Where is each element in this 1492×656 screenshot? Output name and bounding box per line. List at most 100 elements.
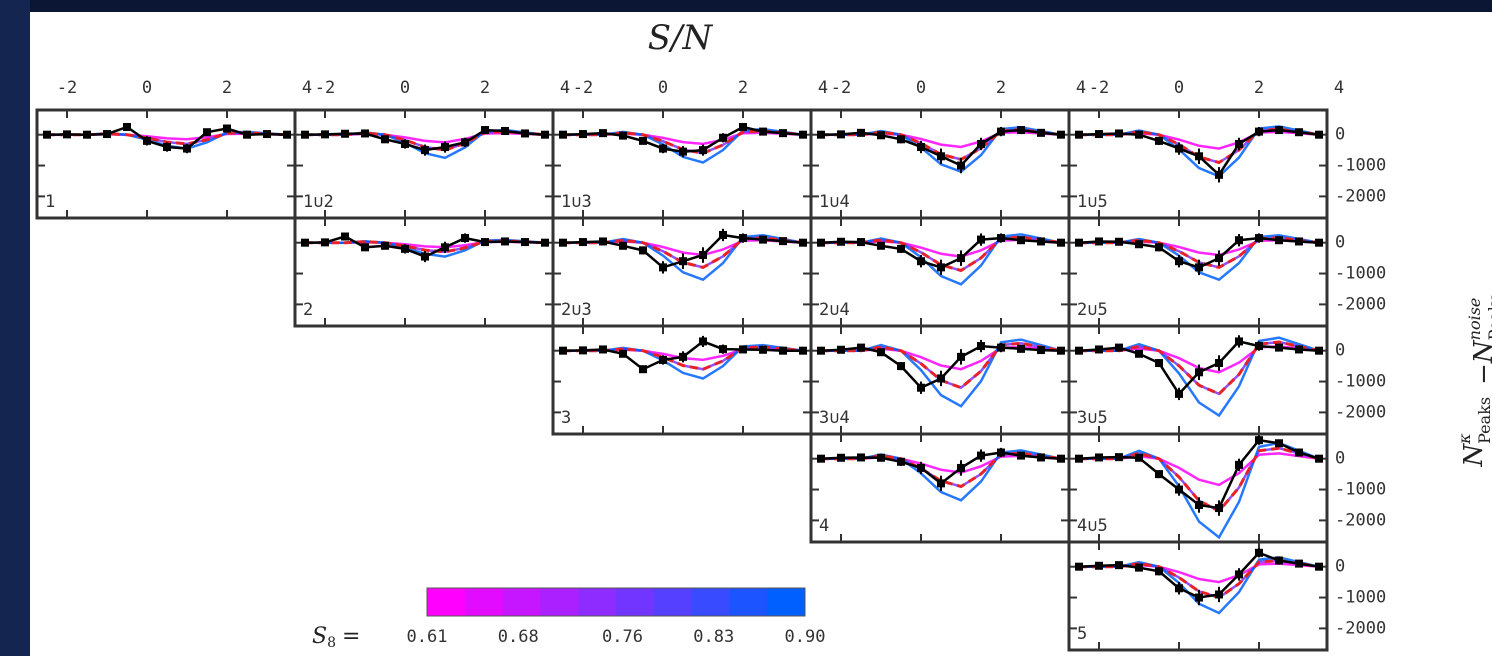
observed-point [481, 126, 489, 134]
observed-point [699, 251, 707, 259]
observed-point [1135, 564, 1143, 572]
observed-point [1255, 436, 1263, 444]
observed-point [541, 239, 549, 247]
panel-label: 2∪5 [1077, 300, 1108, 320]
observed-point [1295, 128, 1303, 136]
y-title-sup: noise [1465, 298, 1484, 341]
observed-point [877, 348, 885, 356]
observed-point [679, 353, 687, 361]
colorbar-tick-label: 0.90 [785, 627, 826, 647]
observed-point [977, 342, 985, 350]
observed-point [381, 135, 389, 143]
observed-point [857, 129, 865, 137]
observed-point [1275, 126, 1283, 134]
observed-point [759, 236, 767, 244]
y-tick-label: -1000 [1335, 264, 1386, 284]
y-tick-label: -1000 [1335, 588, 1386, 608]
observed-point [837, 238, 845, 246]
colorbar-label-sub: 8 [327, 635, 336, 651]
observed-point [1155, 567, 1163, 575]
y-tick-label: -2000 [1335, 294, 1386, 314]
y-tick-label: -2000 [1335, 186, 1386, 206]
observed-point [123, 123, 131, 131]
observed-point [739, 123, 747, 131]
observed-point [1095, 453, 1103, 461]
observed-point [937, 374, 945, 382]
observed-point [619, 350, 627, 358]
observed-point [1017, 236, 1025, 244]
observed-point [877, 454, 885, 462]
observed-point [1195, 501, 1203, 509]
observed-point [1275, 439, 1283, 447]
observed-point [719, 134, 727, 142]
observed-point [1135, 240, 1143, 248]
x-tick-label: 2 [996, 78, 1006, 98]
observed-point [1295, 449, 1303, 457]
observed-point [719, 231, 727, 239]
observed-point [1315, 563, 1323, 571]
colorbar-step [654, 588, 692, 616]
observed-point [1135, 350, 1143, 358]
observed-point [341, 233, 349, 241]
observed-point [897, 245, 905, 253]
observed-point [739, 345, 747, 353]
colorbar-tick-label: 0.61 [407, 627, 448, 647]
observed-point [977, 452, 985, 460]
observed-point [521, 238, 529, 246]
observed-point [541, 131, 549, 139]
x-tick-label: 0 [142, 78, 152, 98]
colorbar-step [767, 588, 805, 616]
x-tick-label: 2 [480, 78, 490, 98]
observed-point [1275, 236, 1283, 244]
x-tick-label: 2 [1254, 78, 1264, 98]
observed-point [619, 132, 627, 140]
x-tick-label: 4 [1076, 78, 1086, 98]
observed-point [461, 234, 469, 242]
observed-point [579, 130, 587, 138]
page: S/N 1-20241∪2-20241∪3-20241∪4-20241∪5-20… [0, 0, 1492, 656]
colorbar-tick-label: 0.76 [602, 627, 643, 647]
observed-point [1315, 455, 1323, 463]
observed-point [917, 257, 925, 265]
observed-point [1017, 126, 1025, 134]
observed-point [1215, 254, 1223, 262]
observed-point [1037, 453, 1045, 461]
observed-point [579, 346, 587, 354]
observed-point [1095, 562, 1103, 570]
observed-point [599, 345, 607, 353]
observed-point [1095, 130, 1103, 138]
observed-point [1115, 129, 1123, 137]
y-title-sup: κ [1455, 433, 1474, 445]
observed-point [361, 243, 369, 251]
colorbar-step [540, 588, 578, 616]
backdrop [0, 0, 30, 656]
observed-point [83, 131, 91, 139]
panel-label: 2 [303, 300, 313, 320]
y-title-op: − [1469, 363, 1492, 385]
x-tick-label: 4 [1334, 78, 1344, 98]
observed-point [957, 464, 965, 472]
observed-point [1275, 344, 1283, 352]
observed-point [719, 345, 727, 353]
observed-point [599, 237, 607, 245]
observed-point [1235, 570, 1243, 578]
observed-point [1315, 131, 1323, 139]
observed-point [321, 130, 329, 138]
observed-point [817, 455, 825, 463]
observed-point [301, 239, 309, 247]
observed-point [1135, 454, 1143, 462]
observed-point [779, 347, 787, 355]
x-tick-label: 2 [222, 78, 232, 98]
colorbar-label-op: = [342, 624, 360, 649]
observed-point [897, 362, 905, 370]
observed-point [1195, 263, 1203, 271]
observed-point [1215, 504, 1223, 512]
observed-point [977, 140, 985, 148]
x-tick-label: 4 [560, 78, 570, 98]
observed-point [897, 135, 905, 143]
observed-point [1215, 171, 1223, 179]
y-tick-label: 0 [1335, 125, 1345, 145]
y-title-sub: Peaks [1485, 293, 1492, 340]
panel-label: 3∪4 [819, 408, 850, 428]
observed-point [1295, 560, 1303, 568]
